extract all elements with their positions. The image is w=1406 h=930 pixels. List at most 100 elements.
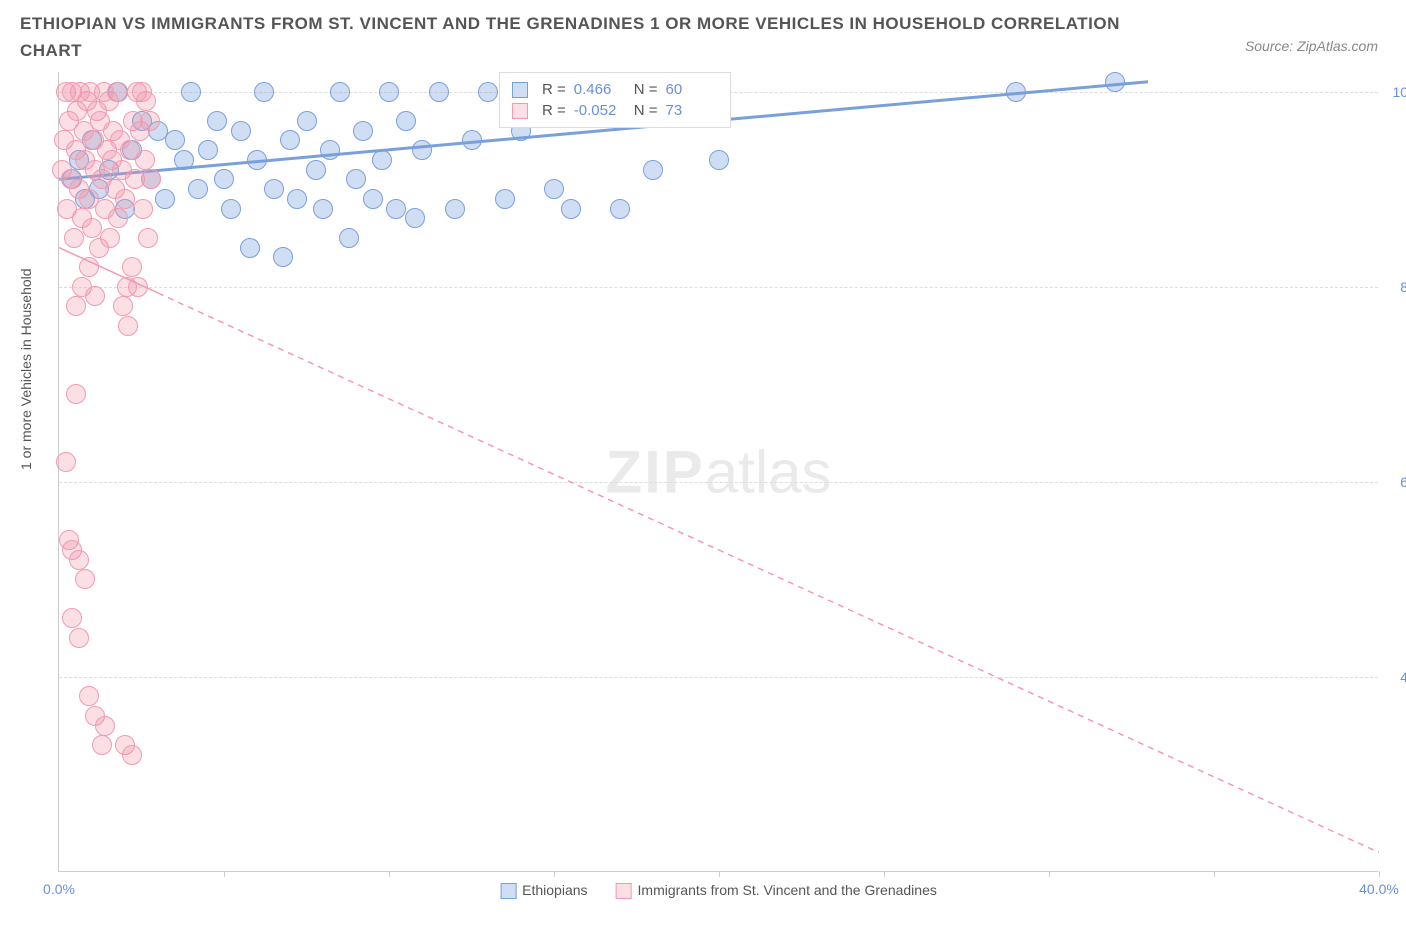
scatter-point	[379, 82, 399, 102]
r-value: -0.052	[574, 102, 626, 119]
r-label: R =	[542, 102, 566, 119]
scatter-point	[198, 140, 218, 160]
scatter-point	[339, 228, 359, 248]
scatter-point	[396, 111, 416, 131]
legend-item: Ethiopians	[500, 882, 587, 899]
scatter-point	[353, 121, 373, 141]
scatter-point	[247, 150, 267, 170]
scatter-point	[214, 169, 234, 189]
scatter-point	[165, 130, 185, 150]
chart-title: ETHIOPIAN VS IMMIGRANTS FROM ST. VINCENT…	[20, 10, 1186, 64]
stats-box: R = 0.466 N = 60 R = -0.052 N = 73	[499, 72, 731, 128]
scatter-point	[643, 160, 663, 180]
scatter-point	[141, 169, 161, 189]
y-tick-label: 40.0%	[1400, 669, 1406, 685]
scatter-point	[254, 82, 274, 102]
y-tick-label: 80.0%	[1400, 279, 1406, 295]
scatter-point	[138, 228, 158, 248]
scatter-point	[107, 82, 127, 102]
legend-label: Ethiopians	[522, 882, 587, 898]
scatter-point	[330, 82, 350, 102]
scatter-point	[610, 199, 630, 219]
x-tick-label-left: 0.0%	[43, 881, 75, 897]
scatter-point	[405, 208, 425, 228]
scatter-point	[115, 189, 135, 209]
scatter-point	[122, 745, 142, 765]
scatter-point	[136, 91, 156, 111]
scatter-point	[462, 130, 482, 150]
scatter-point	[64, 228, 84, 248]
stats-row: R = -0.052 N = 73	[512, 100, 718, 121]
scatter-point	[56, 452, 76, 472]
scatter-point	[188, 179, 208, 199]
scatter-point	[273, 247, 293, 267]
scatter-point	[122, 257, 142, 277]
scatter-point	[75, 569, 95, 589]
scatter-point	[561, 199, 581, 219]
x-tick-label-right: 40.0%	[1359, 881, 1399, 897]
scatter-point	[95, 716, 115, 736]
scatter-point	[85, 286, 105, 306]
legend-bottom: Ethiopians Immigrants from St. Vincent an…	[500, 882, 937, 899]
scatter-point	[372, 150, 392, 170]
source-label: Source: ZipAtlas.com	[1245, 38, 1378, 54]
scatter-point	[135, 150, 155, 170]
y-axis-label: 1 or more Vehicles in Household	[18, 268, 34, 470]
scatter-point	[363, 189, 383, 209]
scatter-point	[66, 384, 86, 404]
scatter-point	[69, 628, 89, 648]
scatter-point	[320, 140, 340, 160]
scatter-point	[62, 608, 82, 628]
scatter-point	[306, 160, 326, 180]
scatter-point	[287, 189, 307, 209]
scatter-point	[140, 111, 160, 131]
plot-area: ZIPatlas 100.0%80.0%60.0%40.0%0.0%40.0%R…	[58, 72, 1378, 872]
stats-row: R = 0.466 N = 60	[512, 79, 718, 100]
scatter-point	[544, 179, 564, 199]
n-label: N =	[634, 81, 658, 98]
y-tick-label: 60.0%	[1400, 474, 1406, 490]
scatter-point	[92, 735, 112, 755]
r-value: 0.466	[574, 81, 626, 98]
scatter-point	[133, 199, 153, 219]
scatter-point	[297, 111, 317, 131]
scatter-point	[69, 550, 89, 570]
scatter-point	[82, 218, 102, 238]
scatter-point	[478, 82, 498, 102]
scatter-point	[429, 82, 449, 102]
n-value: 73	[666, 102, 718, 119]
trend-line	[158, 293, 1379, 853]
scatter-point	[221, 199, 241, 219]
scatter-point	[1105, 72, 1125, 92]
scatter-point	[181, 82, 201, 102]
scatter-point	[79, 686, 99, 706]
scatter-point	[495, 189, 515, 209]
scatter-point	[118, 316, 138, 336]
r-label: R =	[542, 81, 566, 98]
y-tick-label: 100.0%	[1393, 84, 1406, 100]
x-tick-mark	[1379, 871, 1380, 877]
scatter-point	[313, 199, 333, 219]
legend-item: Immigrants from St. Vincent and the Gren…	[616, 882, 937, 899]
n-label: N =	[634, 102, 658, 119]
legend-swatch	[500, 883, 516, 899]
scatter-point	[412, 140, 432, 160]
scatter-point	[79, 257, 99, 277]
legend-swatch	[512, 103, 528, 119]
scatter-point	[1006, 82, 1026, 102]
scatter-point	[445, 199, 465, 219]
legend-label: Immigrants from St. Vincent and the Gren…	[638, 882, 937, 898]
scatter-point	[346, 169, 366, 189]
scatter-point	[280, 130, 300, 150]
scatter-point	[100, 228, 120, 248]
legend-swatch	[512, 82, 528, 98]
trend-layer	[59, 72, 1379, 872]
scatter-point	[128, 277, 148, 297]
scatter-point	[155, 189, 175, 209]
scatter-point	[108, 208, 128, 228]
n-value: 60	[666, 81, 718, 98]
legend-swatch	[616, 883, 632, 899]
scatter-point	[66, 296, 86, 316]
scatter-point	[174, 150, 194, 170]
scatter-point	[386, 199, 406, 219]
